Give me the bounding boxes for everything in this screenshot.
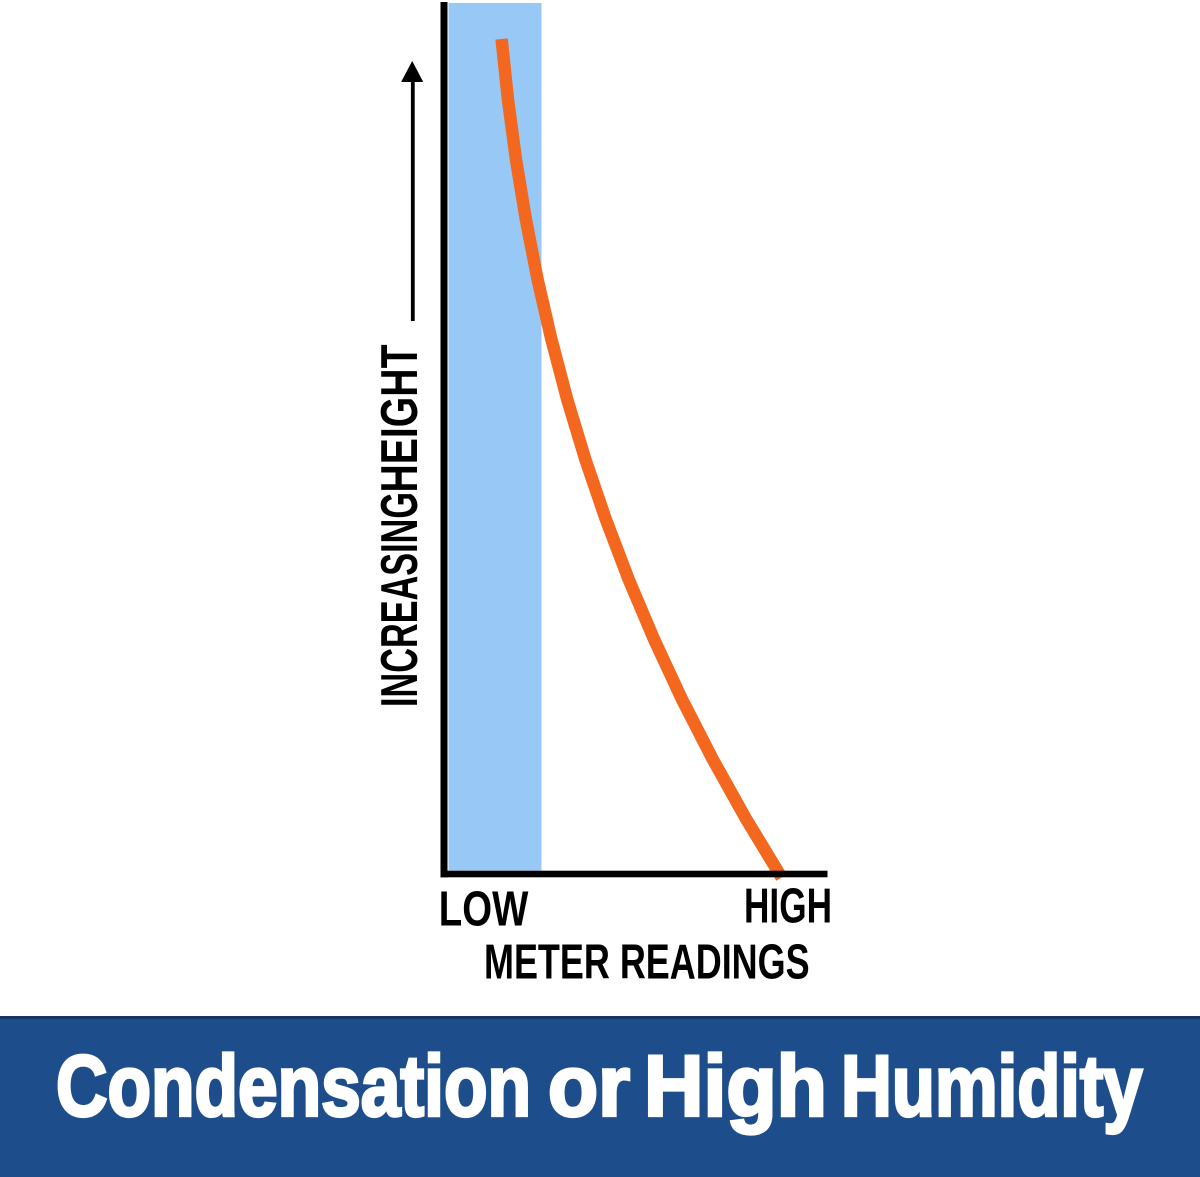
svg-text:HIGH: HIGH bbox=[744, 879, 832, 934]
svg-text:METER READINGS: METER READINGS bbox=[484, 935, 810, 990]
svg-text:Condensation: Condensation bbox=[56, 1039, 531, 1135]
svg-text:LOW: LOW bbox=[439, 881, 529, 936]
svg-text:INCREASING: INCREASING bbox=[371, 492, 429, 707]
svg-text:High: High bbox=[644, 1039, 827, 1135]
svg-text:HEIGHT: HEIGHT bbox=[371, 344, 429, 492]
svg-text:Humidity: Humidity bbox=[841, 1039, 1143, 1135]
svg-text:or: or bbox=[548, 1039, 630, 1135]
